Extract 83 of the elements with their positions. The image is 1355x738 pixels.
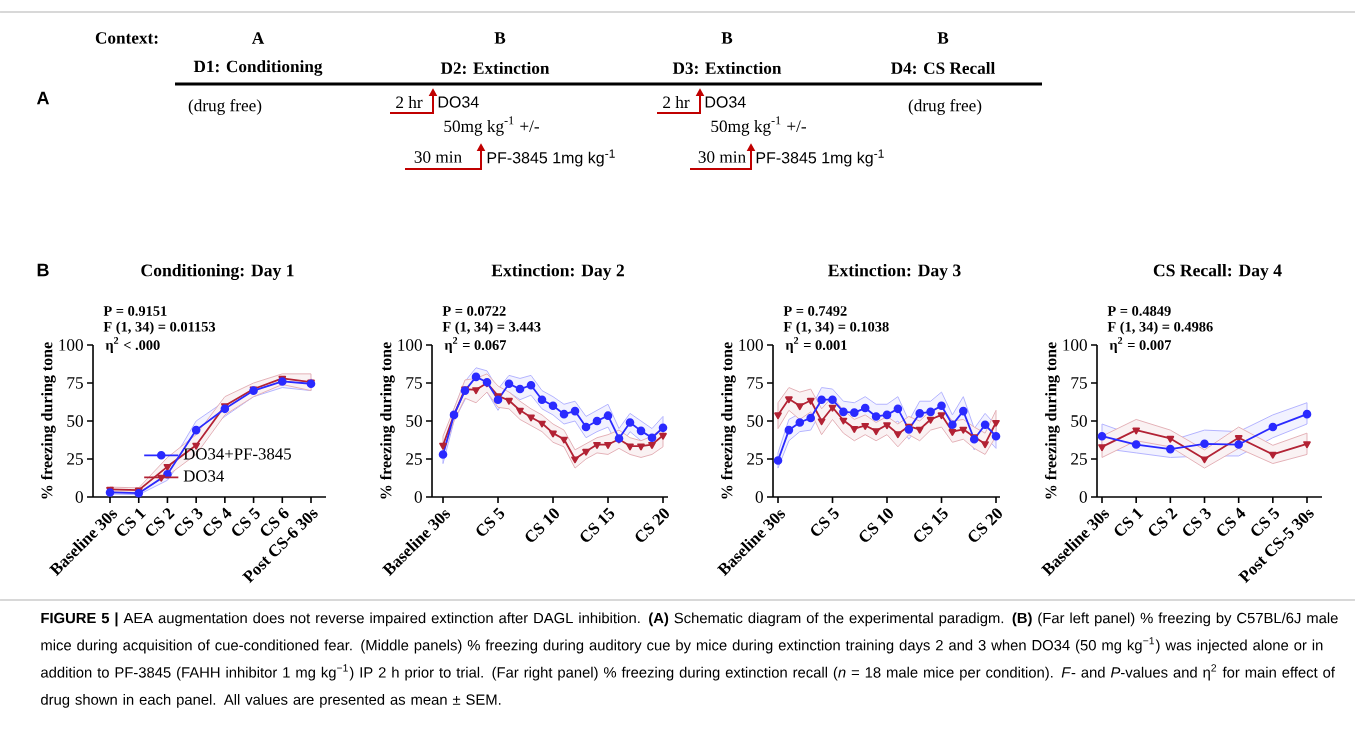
text: B	[494, 32, 506, 44]
x-tick-label: CS 1	[1114, 508, 1144, 536]
y-tick-label: 75	[67, 377, 83, 389]
text: B	[37, 263, 49, 277]
text: F (1, 34) = 0.01153	[103, 321, 216, 335]
y-tick-label: 25	[1071, 453, 1087, 465]
text: 50mg kg$^{-1}$ +/-	[444, 116, 540, 136]
y-tick-label: 100	[398, 339, 422, 351]
legend-label: DO34+PF-3845	[183, 448, 291, 460]
y-tick-label: 25	[406, 453, 422, 465]
x-tick-label: CS 4	[1217, 507, 1246, 536]
x-tick-label: CS 2	[1148, 508, 1178, 536]
text: P = 0.4849	[1107, 306, 1171, 316]
x-tick-label: CS 15	[580, 507, 615, 542]
x-tick-label: CS 4	[203, 507, 232, 536]
text: P = 0.0722	[442, 306, 506, 316]
y-axis-title: % freezing during tone	[40, 342, 56, 499]
x-tick-label: CS 20	[635, 508, 669, 542]
text: PF-3845 1mg kg$^{-1}$	[487, 149, 615, 167]
chart-title: Extinction: Day 3	[828, 263, 961, 280]
text: FIGURE 5 | AEA augmentation does not reverse impaired extinction after DAGL inhibition. (A) Schematic diagram of the experimental paradigm. (B) (Far left panel) % freezing by C57BL/6J male mice during acquisition of cue-conditioned fear. (Middle panels) % freezing during auditory cue by mice during extinction training days 2 and 3 when DO34 (50 mg kg$^{−1}$) was injected alone or in addition to PF-3845 (FAHH inhibitor 1 mg kg$^{−1}$) IP 2 h prior to trial. (Far right panel) % freezing during extinction recall (n = 18 male mice per condition). F- and P-values and η$^{2}$ for main effect of drug shown in each panel. All values are presented as mean ± SEM.	[41, 612, 1338, 708]
x-tick-label: CS 10	[859, 508, 893, 542]
annotation: η$^{2}$ < .000	[105, 337, 160, 353]
text: D1: Conditioning	[193, 60, 323, 76]
x-tick-label: CS 5	[476, 507, 505, 536]
y-tick-label: 50	[67, 415, 83, 427]
text: D2: Extinction	[440, 61, 550, 75]
y-axis-title: % freezing during tone	[720, 342, 736, 499]
y-tick-label: 50	[1071, 415, 1087, 427]
text: 30 min	[414, 151, 462, 163]
text: DO34	[705, 96, 746, 108]
x-tick-label: CS 2	[146, 508, 175, 536]
text: 2 hr	[396, 96, 423, 108]
y-tick-label: 0	[1079, 491, 1087, 503]
chart-title: Extinction: Day 2	[491, 263, 624, 280]
text: F (1, 34) = 3.443	[442, 321, 541, 335]
y-tick-label: 75	[747, 377, 763, 389]
y-tick-label: 100	[59, 339, 83, 351]
legend-label: DO34	[183, 470, 225, 482]
annotation: η$^{2}$ = 0.001	[785, 337, 847, 353]
text: F (1, 34) = 0.4986	[1107, 321, 1213, 335]
chart-title: CS Recall: Day 4	[1153, 263, 1282, 280]
x-tick-label: CS 5	[232, 507, 260, 536]
text: (drug free)	[188, 99, 262, 115]
x-tick-label: CS 20	[968, 508, 1002, 542]
text: DO34	[438, 96, 479, 108]
y-axis-title: % freezing during tone	[1044, 342, 1060, 499]
text: A	[251, 32, 265, 44]
text: B	[721, 32, 733, 44]
text: B	[937, 32, 949, 44]
text: 2 hr	[663, 96, 690, 108]
text: A	[36, 91, 50, 105]
y-tick-label: 0	[414, 491, 422, 503]
x-tick-label: CS 15	[914, 507, 948, 542]
y-tick-label: 100	[739, 339, 763, 351]
y-tick-label: 75	[1071, 377, 1087, 389]
chart-title: Conditioning: Day 1	[141, 263, 294, 281]
text: F (1, 34) = 0.1038	[783, 321, 889, 335]
text: PF-3845 1mg kg$^{-1}$	[756, 149, 884, 167]
y-tick-label: 50	[747, 415, 763, 427]
y-tick-label: 25	[67, 453, 83, 465]
text: (drug free)	[908, 99, 982, 115]
annotation: η$^{2}$ = 0.067	[444, 337, 507, 353]
text: D4: CS Recall	[891, 61, 996, 75]
y-tick-label: 0	[755, 491, 763, 503]
text: P = 0.7492	[783, 306, 847, 316]
text: D3: Extinction	[672, 61, 782, 75]
y-tick-label: 0	[75, 491, 83, 503]
annotation: η$^{2}$ = 0.007	[1109, 337, 1172, 353]
x-tick-label: CS 3	[174, 508, 203, 536]
y-tick-label: 75	[406, 377, 422, 389]
text: P = 0.9151	[103, 306, 167, 316]
y-tick-label: 100	[1063, 339, 1087, 351]
x-tick-label: CS 1	[117, 508, 146, 536]
x-tick-label: CS 3	[1183, 508, 1211, 536]
text: Context:	[95, 32, 158, 44]
text: 30 min	[698, 151, 746, 163]
x-tick-label: CS 5	[811, 507, 839, 536]
x-tick-label: CS 10	[525, 508, 559, 542]
y-tick-label: 25	[747, 453, 763, 465]
y-axis-title: % freezing during tone	[379, 342, 395, 499]
text: 50mg kg$^{-1}$ +/-	[711, 116, 807, 136]
y-tick-label: 50	[406, 415, 422, 427]
